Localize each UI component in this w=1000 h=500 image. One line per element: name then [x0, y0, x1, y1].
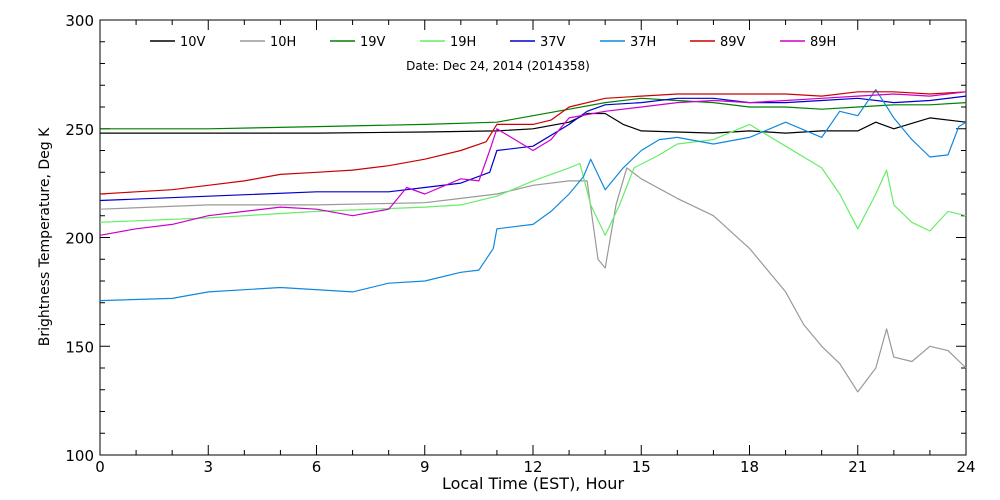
legend-label-37h: 37H — [630, 35, 656, 50]
legend-label-37v: 37V — [540, 35, 566, 50]
legend-label-19h: 19H — [450, 35, 476, 50]
legend-label-10h: 10H — [270, 35, 296, 50]
series-line-19h — [99, 123, 967, 236]
series-line-89v — [99, 91, 967, 195]
series-line-10v — [100, 112, 967, 134]
x-tick-label: 3 — [203, 458, 213, 476]
series-line-89h — [99, 91, 967, 236]
x-axis-ticks: 0 3 6 9 12 15 18 21 24 — [95, 20, 976, 476]
x-tick-label: 21 — [848, 458, 867, 476]
x-tick-label: 24 — [956, 458, 975, 476]
chart-title: Date: Dec 24, 2014 (2014358) — [406, 59, 590, 73]
x-tick-label: 6 — [312, 458, 322, 476]
plot-frame — [99, 19, 967, 456]
series-line-37h — [99, 89, 967, 302]
series-line-10h — [99, 167, 967, 393]
x-tick-label: 9 — [420, 458, 430, 476]
legend-label-19v: 19V — [360, 35, 386, 50]
x-tick-label: 12 — [523, 458, 542, 476]
y-axis-ticks: 100 150 200 250 300 — [65, 12, 966, 465]
y-tick-label: 150 — [65, 338, 94, 356]
series-line-37v — [99, 95, 967, 202]
y-axis-label: Brightness Temperature, Deg K — [37, 127, 53, 346]
legend-label-89h: 89H — [810, 35, 836, 50]
x-tick-label: 0 — [95, 458, 105, 476]
y-tick-label: 100 — [65, 447, 94, 465]
x-axis-label: Local Time (EST), Hour — [442, 474, 624, 493]
legend-label-10v: 10V — [180, 35, 206, 50]
series-lines — [99, 89, 967, 393]
x-tick-label: 15 — [632, 458, 651, 476]
x-tick-label: 18 — [740, 458, 759, 476]
y-tick-label: 200 — [65, 230, 94, 248]
legend: 10V 10H 19V 19H 37V 37H 89V 89H — [150, 35, 836, 50]
y-tick-label: 300 — [65, 12, 94, 30]
legend-label-89v: 89V — [720, 35, 746, 50]
y-tick-label: 250 — [65, 121, 94, 139]
